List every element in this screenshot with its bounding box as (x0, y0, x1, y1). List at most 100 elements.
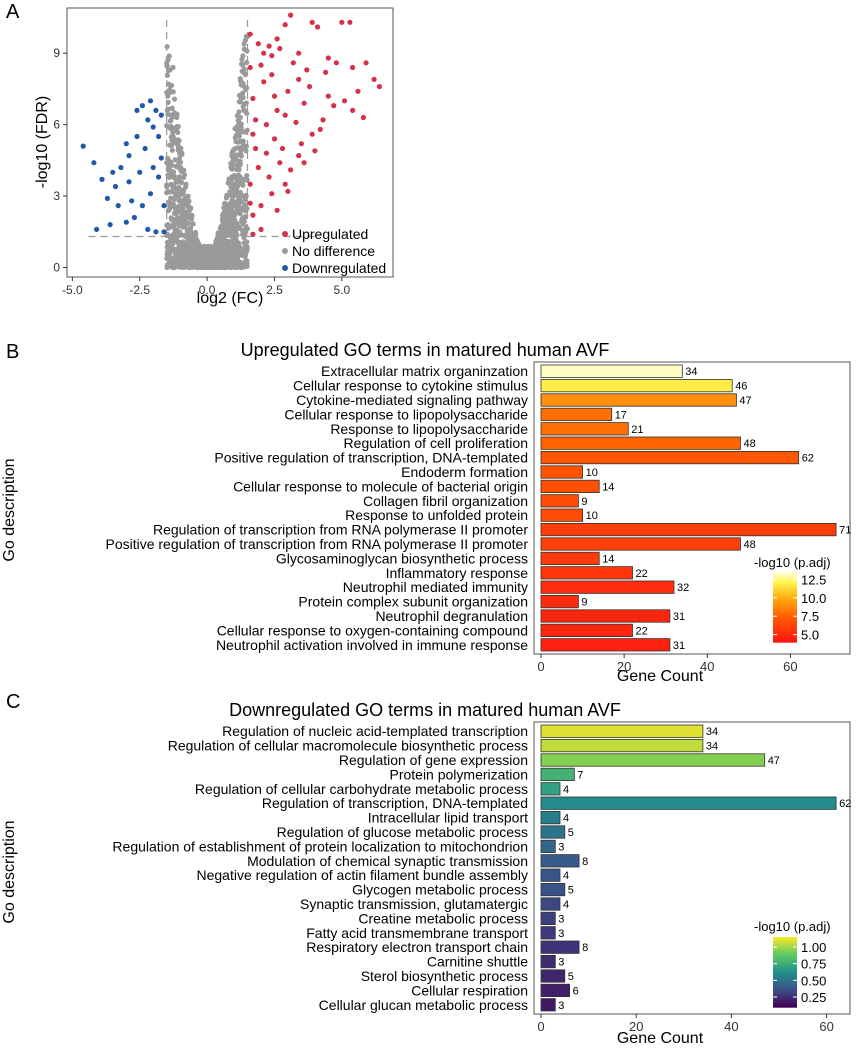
no-difference-point (167, 67, 173, 73)
upregulated-point (263, 150, 269, 156)
no-difference-point (174, 179, 180, 185)
bar-value-label: 5 (568, 827, 574, 839)
category-label: Cellular response to lipopolysaccharide (284, 406, 528, 422)
category-label: Regulation of establishment of protein l… (112, 838, 528, 854)
colorbar-segment (773, 975, 797, 978)
upregulated-point (250, 212, 256, 218)
no-difference-point (229, 185, 236, 191)
colorbar-segment (773, 584, 797, 587)
colorbar-segment (773, 607, 797, 610)
no-difference-point (186, 213, 192, 219)
no-difference-point (229, 180, 235, 186)
upregulated-point (282, 112, 288, 118)
no-difference-point (243, 243, 249, 250)
upregulated-point (274, 36, 280, 42)
upregulated-point (247, 181, 253, 187)
colorbar-segment (773, 579, 797, 582)
colorbar-segment (773, 996, 797, 999)
category-label: Regulation of transcription from RNA pol… (153, 522, 528, 538)
no-difference-point (188, 244, 194, 250)
bar-value-label: 5 (568, 971, 574, 983)
no-difference-point (224, 264, 230, 270)
upregulated-point (363, 60, 369, 66)
no-difference-point (194, 257, 200, 263)
no-difference-point (172, 228, 178, 234)
colorbar-segment (773, 966, 797, 970)
downregulated-point (115, 203, 121, 209)
upregulated-point (288, 167, 294, 173)
no-difference-point (172, 251, 179, 257)
no-difference-point (244, 173, 250, 179)
upregulated-point (317, 126, 323, 132)
no-difference-point (171, 224, 177, 230)
no-difference-point (242, 108, 248, 115)
upregulated-point (296, 50, 302, 56)
colorbar-tick-label: 0.25 (801, 990, 826, 1005)
legend-label-upregulated: Upregulated (292, 226, 368, 242)
colorbar-segment (773, 600, 797, 603)
no-difference-point (216, 261, 222, 267)
upregulated-point (274, 207, 280, 213)
no-difference-point (215, 232, 221, 238)
no-difference-point (192, 231, 199, 237)
colorbar-segment (773, 601, 797, 605)
upregulated-point (261, 79, 267, 85)
colorbar-segment (773, 956, 797, 959)
bar (540, 955, 556, 969)
no-difference-point (235, 240, 242, 246)
y-tick-label: 9 (53, 46, 60, 60)
no-difference-point (240, 53, 246, 59)
volcano-x-label: log2 (FC) (197, 290, 264, 307)
no-difference-point (169, 217, 175, 223)
bar-value-label: 34 (685, 366, 697, 378)
downregulated-point (150, 164, 156, 171)
no-difference-point (207, 254, 213, 260)
no-difference-point (187, 225, 194, 231)
x-tick-label: -2.5 (129, 283, 150, 297)
panel-label-a: A (6, 1, 20, 23)
downregulated-point (134, 107, 140, 113)
no-difference-point (217, 253, 224, 260)
no-difference-point (232, 212, 238, 218)
no-difference-point (167, 118, 173, 124)
downregulated-point (110, 169, 116, 175)
chart-c-plot-area (533, 721, 851, 1015)
category-label: Endoderm formation (401, 464, 528, 480)
x-tick-label: 0.0 (199, 283, 216, 297)
no-difference-point (180, 239, 186, 245)
no-difference-point (165, 99, 171, 105)
upregulated-point (315, 24, 321, 30)
downregulated-point (161, 229, 167, 235)
no-difference-point (236, 194, 242, 200)
downregulated-point (153, 107, 159, 113)
category-label: Glycosaminoglycan biosynthetic process (276, 550, 528, 566)
bar-value-label: 3 (558, 928, 564, 940)
bar (540, 969, 566, 983)
bar-value-label: 4 (563, 899, 569, 911)
no-difference-point (228, 251, 234, 257)
category-label: Positive regulation of transcription fro… (105, 536, 528, 552)
no-difference-point (240, 206, 246, 212)
no-difference-point (176, 257, 182, 263)
x-tick-label: 60 (783, 659, 797, 674)
colorbar-segment (773, 977, 797, 980)
no-difference-point (166, 158, 172, 164)
colorbar-segment (773, 638, 797, 641)
upregulated-point (339, 19, 345, 25)
no-difference-point (231, 229, 237, 235)
no-difference-point (237, 158, 243, 165)
no-difference-point (230, 224, 236, 230)
no-difference-point (227, 230, 233, 236)
no-difference-point (175, 139, 181, 146)
category-label: Inflammatory response (386, 565, 529, 581)
upregulated-point (255, 41, 261, 47)
colorbar-segment (773, 612, 797, 615)
colorbar-segment (773, 593, 797, 596)
colorbar-segment (773, 949, 797, 952)
no-difference-point (236, 99, 242, 105)
no-difference-point (170, 114, 176, 120)
no-difference-point (170, 140, 176, 146)
upregulated-point (258, 226, 264, 232)
colorbar-segment (773, 589, 797, 592)
colorbar-segment (773, 631, 797, 634)
